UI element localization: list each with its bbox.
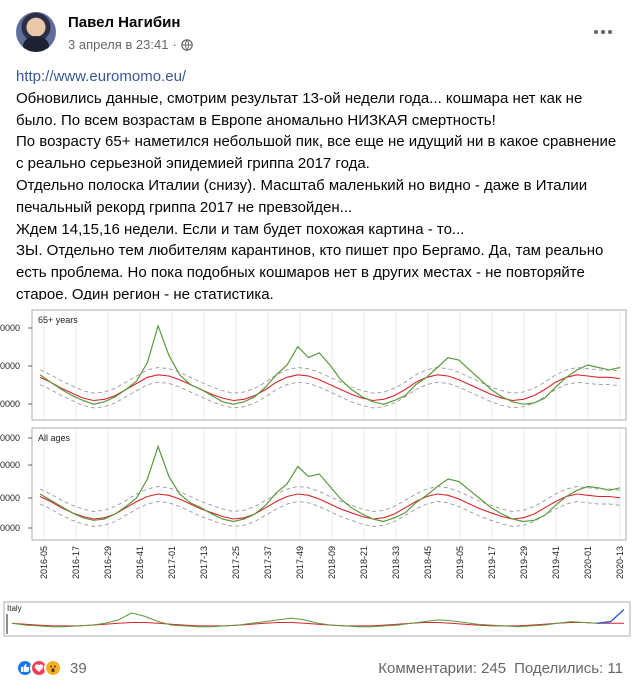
y-tick-label: 0000 <box>0 433 20 443</box>
x-tick-label: 2019-41 <box>551 546 561 579</box>
post-link[interactable]: http://www.euromomo.eu/ <box>16 68 187 85</box>
x-tick-label: 2017-01 <box>167 546 177 579</box>
panel-label: 65+ years <box>38 315 78 325</box>
post-paragraph-3: Отдельно полоска Италии (снизу). Масштаб… <box>16 176 588 216</box>
x-tick-label: 2017-37 <box>263 546 273 579</box>
wow-reaction-icon <box>44 659 62 677</box>
x-tick-label: 2018-21 <box>359 546 369 579</box>
post-paragraph-4: Ждем 14,15,16 недели. Если и там будет п… <box>16 220 465 238</box>
y-tick-label: 0000 <box>0 523 20 533</box>
post-header: Павел Нагибин 3 апреля в 23:41 · <box>16 12 621 56</box>
comments-count[interactable]: Комментарии: 245 <box>378 660 507 677</box>
y-tick-label: 0000 <box>0 399 20 409</box>
upper-threshold-line <box>39 367 621 394</box>
italy-panel-label: Italy <box>7 604 22 613</box>
italy-panel-frame <box>3 601 631 637</box>
observed-deaths-line <box>39 444 621 523</box>
y-tick-label: 0000 <box>0 361 20 371</box>
x-tick-label: 2016-17 <box>71 546 81 579</box>
x-tick-label: 2019-17 <box>487 546 497 579</box>
x-tick-label: 2017-49 <box>295 546 305 579</box>
upper-threshold-line <box>39 486 621 512</box>
x-tick-label: 2020-13 <box>615 546 625 579</box>
post-paragraph-5: ЗЫ. Отдельно тем любителям карантинов, к… <box>16 242 604 303</box>
post-paragraph-2: По возрасту 65+ наметился небольшой пик,… <box>16 133 617 173</box>
post-timestamp[interactable]: 3 апреля в 23:41 <box>68 37 169 52</box>
shares-count[interactable]: Поделились: 11 <box>514 660 623 677</box>
italy-observed-line <box>11 612 598 628</box>
lower-threshold-line <box>39 381 621 409</box>
x-tick-label: 2018-33 <box>391 546 401 579</box>
post-meta: 3 апреля в 23:41 · <box>68 37 193 52</box>
post-image-euromomo-chart[interactable]: 65+ years 0000 0000 0000 All ages 0000 0000 000… <box>0 300 637 640</box>
x-tick-label: 2017-13 <box>199 546 209 579</box>
x-tick-label: 2019-29 <box>519 546 529 579</box>
y-tick-label: 0000 <box>0 323 20 333</box>
y-tick-label: 0000 <box>0 460 20 470</box>
chart-panel-frame <box>31 309 627 421</box>
reactions-summary[interactable]: 39 <box>16 659 87 677</box>
italy-baseline-line <box>11 622 624 627</box>
x-tick-label: 2020-01 <box>583 546 593 579</box>
globe-icon <box>180 38 193 51</box>
author-avatar[interactable] <box>16 12 56 52</box>
x-tick-label: 2016-29 <box>103 546 113 579</box>
observed-deaths-line <box>39 323 621 405</box>
mortality-chart: 65+ years 0000 0000 0000 All ages 0000 0000 000… <box>0 309 631 637</box>
panel-label: All ages <box>38 433 71 443</box>
x-tick-label: 2018-45 <box>423 546 433 579</box>
reaction-count: 39 <box>70 659 87 677</box>
y-tick-label: 0000 <box>0 493 20 503</box>
x-tick-label: 2016-05 <box>39 546 49 579</box>
chart-panel-frame <box>31 427 627 541</box>
x-tick-label: 2019-05 <box>455 546 465 579</box>
x-tick-label: 2018-09 <box>327 546 337 579</box>
author-name[interactable]: Павел Нагибин <box>68 14 181 31</box>
more-options-icon[interactable] <box>593 22 613 42</box>
baseline-line <box>39 493 621 520</box>
lower-threshold-line <box>39 501 621 527</box>
post-footer: 39 Комментарии: 245 Поделились: 11 <box>0 656 637 680</box>
engagement-counts: Комментарии: 245 Поделились: 11 <box>378 660 623 677</box>
meta-separator: · <box>172 37 177 52</box>
x-tick-label: 2016-41 <box>135 546 145 579</box>
baseline-line <box>39 374 621 402</box>
post-paragraph-1: Обновились данные, смотрим результат 13-… <box>16 89 583 129</box>
italy-recent-line <box>597 608 625 624</box>
post-body: http://www.euromomo.eu/ Обновились данны… <box>16 66 621 306</box>
x-tick-label: 2017-25 <box>231 546 241 579</box>
